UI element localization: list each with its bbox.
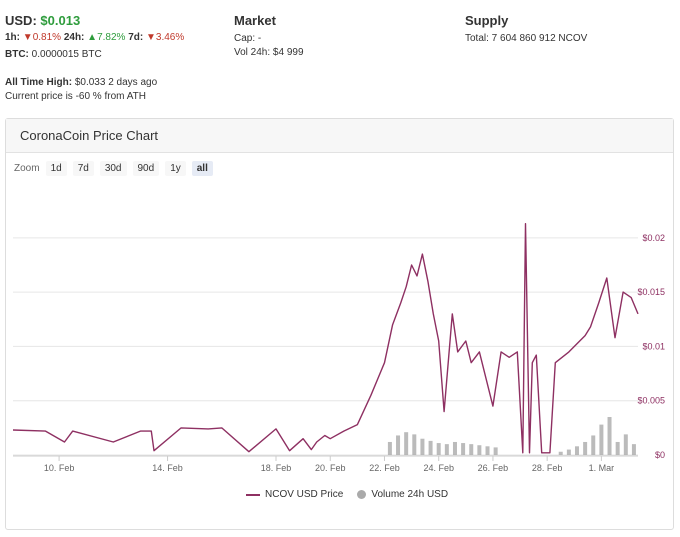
usd-price-line: USD: $0.013 [5,13,184,28]
volume-bar [477,445,482,455]
coin-stats: USD: $0.013 1h: ▼0.81% 24h: ▲7.82% 7d: ▼… [0,0,680,115]
y-tick-label: $0.015 [637,287,665,297]
zoom-30d-button[interactable]: 30d [99,161,127,176]
chart-legend: NCOV USD Price Volume 24h USD [246,489,448,500]
y-axis: $0 $0.005 $0.01 $0.015 $0.02 [637,233,665,460]
usd-label: USD: [5,13,37,28]
usd-price: $0.013 [40,13,81,28]
ath-when: 2 days ago [108,77,158,88]
volume-bar [420,438,425,455]
supply-title: Supply [465,13,509,28]
volume-bar [404,432,409,455]
zoom-controls: Zoom 1d 7d 30d 90d 1y all [14,161,219,176]
down-arrow-icon: ▼ [146,32,156,43]
down-arrow-icon: ▼ [22,32,33,43]
x-tick-label: 20. Feb [315,463,346,473]
ath-label: All Time High: [5,77,73,88]
change-7d-label: 7d: [128,32,144,43]
market-column: Market Cap: - Vol 24h: $4 999 [234,13,304,60]
y-tick-label: $0.02 [642,233,665,243]
change-1h-value: 0.81% [32,32,62,43]
btc-value: 0.0000015 BTC [31,49,102,60]
zoom-1y-button[interactable]: 1y [165,161,186,176]
change-24h-label: 24h: [63,32,85,43]
x-tick-label: 28. Feb [532,463,563,473]
volume-series [387,417,636,455]
market-cap: Cap: - [234,33,262,44]
legend-price-label: NCOV USD Price [265,489,344,500]
legend-item-volume[interactable]: Volume 24h USD [357,489,448,500]
price-swatch-icon [246,493,260,496]
up-arrow-icon: ▲ [87,32,98,43]
change-24h-value: 7.82% [97,32,126,43]
volume-bar [599,424,604,455]
legend-item-price[interactable]: NCOV USD Price [246,489,343,500]
ath-note: Current price is -60 % from ATH [5,91,146,102]
volume-swatch-icon [357,490,367,499]
price-chart-panel: CoronaCoin Price Chart Zoom 1d 7d 30d 90… [5,118,674,530]
market-title: Market [234,13,276,28]
volume-bar [469,444,474,455]
zoom-all-button[interactable]: all [191,161,213,176]
legend-volume-label: Volume 24h USD [371,489,449,500]
x-tick-label: 1. Mar [589,463,615,473]
btc-price-line: BTC: 0.0000015 BTC [5,49,184,60]
price-column: USD: $0.013 1h: ▼0.81% 24h: ▲7.82% 7d: ▼… [5,13,184,60]
volume-bar [461,443,466,455]
ath-value: $0.033 [74,77,106,88]
price-chart[interactable]: 10. Feb 14. Feb 18. Feb 20. Feb 22. Feb 24. F… [6,119,673,529]
grid-lines [13,237,638,456]
btc-label: BTC: [5,49,29,60]
volume-bar [631,444,636,455]
volume-bar [583,441,588,455]
market-volume: Vol 24h: $4 999 [234,47,304,58]
volume-bar [428,440,433,455]
volume-bar [574,446,579,455]
volume-bar [607,417,612,455]
volume-bar [452,441,457,455]
volume-bar [436,443,441,455]
x-tick-label: 18. Feb [261,463,292,473]
x-tick-label: 26. Feb [478,463,509,473]
volume-bar [566,449,571,455]
supply-total: Total: 7 604 860 912 NCOV [465,33,588,44]
y-tick-label: $0 [655,450,665,460]
change-7d-value: 3.46% [155,32,185,43]
all-time-high: All Time High: $0.033 2 days ago Current… [5,76,157,104]
y-tick-label: $0.005 [637,396,665,406]
change-1h-label: 1h: [5,32,20,43]
volume-bar [485,446,490,455]
volume-bar [387,441,392,455]
x-tick-label: 22. Feb [369,463,400,473]
volume-bar [615,441,620,455]
price-changes: 1h: ▼0.81% 24h: ▲7.82% 7d: ▼3.46% [5,32,184,43]
zoom-90d-button[interactable]: 90d [132,161,160,176]
volume-bar [591,435,596,455]
panel-title: CoronaCoin Price Chart [6,119,673,153]
volume-bar [444,444,449,455]
x-tick-label: 10. Feb [44,463,75,473]
x-axis: 10. Feb 14. Feb 18. Feb 20. Feb 22. Feb 24. F… [13,455,638,473]
x-tick-label: 24. Feb [423,463,454,473]
x-tick-label: 14. Feb [152,463,183,473]
supply-column: Supply Total: 7 604 860 912 NCOV [465,13,587,46]
volume-bar [493,447,498,455]
volume-bar [396,435,401,455]
volume-bar [558,451,563,455]
zoom-label: Zoom [14,163,40,174]
zoom-1d-button[interactable]: 1d [45,161,67,176]
price-series [12,222,639,454]
zoom-7d-button[interactable]: 7d [72,161,94,176]
y-tick-label: $0.01 [642,341,665,351]
price-line [12,222,639,454]
volume-bar [412,434,417,455]
volume-bar [623,434,628,455]
